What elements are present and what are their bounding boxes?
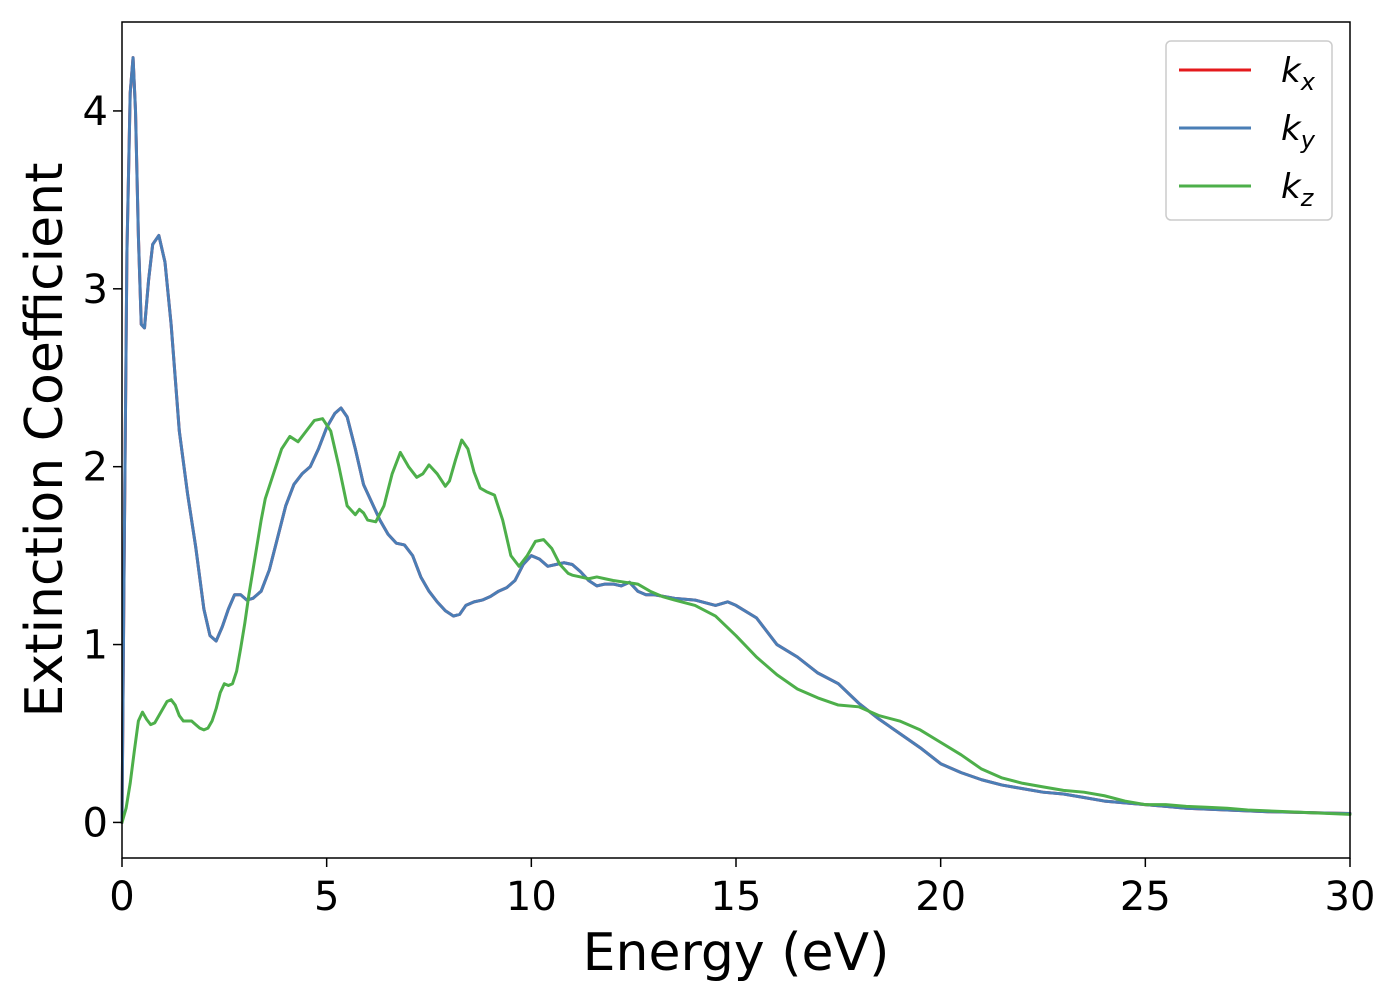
- x-tick-label: 0: [109, 874, 134, 920]
- legend-label-base: k: [1281, 167, 1302, 207]
- legend-label-subscript: y: [1300, 126, 1316, 154]
- series-layer: [120, 56, 1352, 824]
- y-tick-label: 2: [83, 445, 108, 491]
- series-line-z: [120, 417, 1352, 824]
- x-tick-label: 20: [915, 874, 966, 920]
- legend-label-x: kx: [1281, 51, 1316, 96]
- legend-label-subscript: z: [1300, 184, 1315, 212]
- x-tick-label: 10: [506, 874, 557, 920]
- y-tick-label: 0: [83, 800, 108, 846]
- y-axis-label: Extinction Coefficient: [15, 163, 75, 718]
- y-tick-label: 1: [83, 623, 108, 669]
- x-tick-label: 5: [314, 874, 339, 920]
- series-line-y: [120, 56, 1352, 824]
- legend-box: [1165, 40, 1333, 221]
- legend-label-base: k: [1281, 109, 1302, 149]
- x-tick-label: 25: [1120, 874, 1171, 920]
- legend-label-subscript: x: [1300, 68, 1316, 96]
- x-axis-label: Energy (eV): [583, 923, 890, 983]
- x-tick-label: 30: [1325, 874, 1376, 920]
- y-tick-label: 4: [83, 89, 108, 135]
- legend-label-base: k: [1281, 51, 1302, 91]
- x-axis: 0 5 10 15 20 25 30: [109, 858, 1375, 920]
- legend-label-z: kz: [1281, 167, 1315, 212]
- plot-background: [122, 22, 1350, 858]
- x-tick-label: 15: [711, 874, 762, 920]
- y-tick-label: 3: [83, 267, 108, 313]
- legend-label-y: ky: [1281, 109, 1316, 154]
- y-axis: 0 1 2 3 4: [83, 89, 122, 846]
